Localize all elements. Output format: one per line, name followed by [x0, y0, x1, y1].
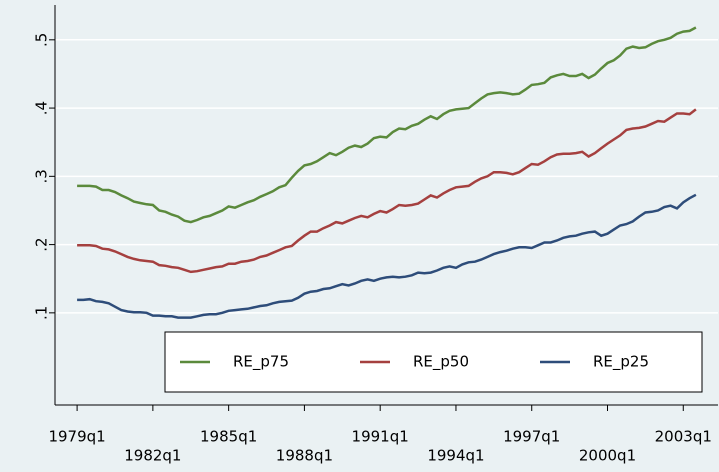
data-line: [77, 26, 697, 224]
y-tick-label: .5: [33, 33, 51, 47]
y-tick-label: .4: [33, 101, 51, 115]
data-line: [77, 108, 697, 274]
legend-label: RE_p75: [233, 353, 289, 372]
x-tick-label: 1982q1: [124, 447, 181, 465]
x-tick-label: 1979q1: [48, 428, 105, 446]
x-tick-label: 1997q1: [503, 428, 560, 446]
legend-box: [164, 331, 703, 393]
legend-label: RE_p25: [593, 353, 649, 372]
x-tick-label: 1988q1: [276, 447, 333, 465]
legend-label: RE_p50: [413, 353, 469, 372]
y-tick-label: .3: [33, 169, 51, 183]
x-tick-label: 1991q1: [352, 428, 409, 446]
y-tick-label: .1: [33, 306, 51, 320]
x-tick-label: 2000q1: [579, 447, 636, 465]
x-tick-label: 1985q1: [200, 428, 257, 446]
y-tick-label: .2: [33, 237, 51, 251]
x-tick-label: 1994q1: [427, 447, 484, 465]
data-line: [77, 193, 697, 319]
x-tick-label: 2003q1: [655, 428, 712, 446]
